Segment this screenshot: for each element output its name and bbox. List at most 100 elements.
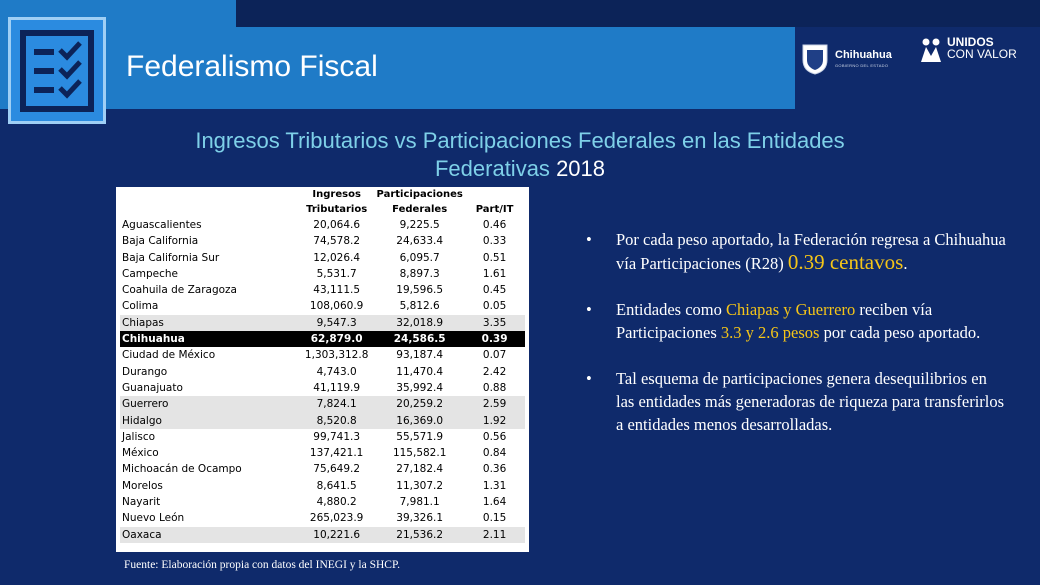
table-row: Baja California Sur 12,026.4 6,095.7 0.51 (120, 250, 525, 266)
cell-participaciones: 16,369.0 (375, 412, 465, 429)
cell-ingresos: 1,303,312.8 (304, 349, 369, 362)
cell-entity: Hidalgo (120, 412, 299, 429)
cell-ratio: 2.59 (464, 396, 525, 413)
cell-ingresos: 4,880.2 (316, 496, 357, 509)
table-row: Jalisco 99,741.3 55,571.9 0.56 (120, 429, 525, 445)
cell-participaciones: 35,992.4 (396, 381, 444, 394)
table-row: Chihuahua 62,879.0 24,586.5 0.39 (120, 331, 525, 348)
cell-ratio: 0.33 (482, 235, 507, 248)
cell-ingresos: 7,824.1 (298, 396, 376, 413)
header-ingresos: Ingresos Tributarios (306, 189, 368, 215)
cell-ingresos: 99,741.3 (313, 430, 361, 443)
table-row: Aguascalientes 20,064.6 9,225.5 0.46 (120, 217, 525, 233)
cell-entity: Guanajuato (122, 381, 183, 394)
cell-participaciones: 24,633.4 (396, 235, 444, 248)
table-row: Nuevo León 265,023.9 39,326.1 0.15 (120, 510, 525, 526)
slide-subtitle: Ingresos Tributarios vs Participaciones … (100, 127, 940, 183)
cell-ratio: 1.31 (482, 479, 507, 492)
table-row: Chiapas 9,547.3 32,018.9 3.35 (120, 314, 525, 332)
bullet-item: • Entidades como Chiapas y Guerrero reci… (586, 300, 981, 342)
cell-participaciones: 20,259.2 (375, 396, 465, 413)
table-row: Colima 108,060.9 5,812.6 0.05 (120, 298, 525, 314)
bullet2-values: 3.3 y 2.6 pesos (720, 323, 820, 342)
cell-ingresos: 8,641.5 (316, 479, 357, 492)
cell-entity: Chihuahua (120, 331, 299, 348)
cell-ratio: 0.07 (482, 349, 507, 362)
chihuahua-logo-tagline: GOBIERNO DEL ESTADO (835, 63, 889, 68)
cell-ratio: 1.61 (482, 267, 507, 280)
cell-entity: Coahuila de Zaragoza (122, 284, 237, 297)
cell-participaciones: 39,326.1 (396, 512, 444, 525)
cell-ratio: 0.15 (482, 512, 507, 525)
cell-entity: Nayarit (122, 496, 161, 509)
cell-ratio: 0.84 (482, 447, 507, 460)
cell-entity: Morelos (122, 479, 163, 492)
cell-entity: Chiapas (120, 314, 299, 332)
table-row: Ciudad de México 1,303,312.8 93,187.4 0.07 (120, 347, 525, 363)
cell-participaciones: 93,187.4 (396, 349, 444, 362)
table-row: Hidalgo 8,520.8 16,369.0 1.92 (120, 412, 525, 429)
cell-entity: Durango (122, 365, 168, 378)
cell-entity: Jalisco (122, 430, 156, 443)
bullet1-value: 0.39 centavos (787, 250, 904, 274)
table-row: Nayarit 4,880.2 7,981.1 1.64 (120, 494, 525, 510)
header-participaciones: Participaciones Federales (376, 189, 463, 215)
bullet2-pre: Entidades como (616, 300, 722, 319)
bullet2-end: por cada peso aportado. (823, 323, 981, 342)
cell-entity: Michoacán de Ocampo (122, 463, 242, 476)
cell-ingresos: 43,111.5 (313, 284, 361, 297)
cell-ingresos: 5,531.7 (316, 267, 357, 280)
table-row: Morelos 8,641.5 11,307.2 1.31 (120, 478, 525, 494)
bullet-item: • Tal esquema de participaciones genera … (586, 369, 1005, 434)
cell-ratio: 2.11 (464, 526, 525, 543)
cell-ratio: 0.88 (482, 381, 507, 394)
table-row: Baja California 74,578.2 24,633.4 0.33 (120, 233, 525, 249)
cell-ratio: 2.42 (482, 365, 507, 378)
chihuahua-logo: Chihuahua GOBIERNO DEL ESTADO (800, 34, 910, 84)
cell-ratio: 0.56 (482, 430, 507, 443)
table-row: Oaxaca 10,221.6 21,536.2 2.11 (120, 526, 525, 543)
cell-ingresos: 41,119.9 (313, 381, 361, 394)
page-title: Federalismo Fiscal (126, 50, 378, 83)
cell-entity: México (122, 447, 159, 460)
subtitle-line1: Ingresos Tributarios vs Participaciones … (195, 128, 845, 153)
bullet3-text: Tal esquema de participaciones genera de… (616, 369, 1005, 434)
chihuahua-logo-name: Chihuahua (835, 49, 892, 61)
bullet-list: • Por cada peso aportado, la Federación … (586, 228, 1006, 459)
cell-ratio: 0.51 (482, 251, 507, 264)
cell-ingresos: 108,060.9 (309, 300, 364, 313)
cell-ingresos: 9,547.3 (298, 314, 376, 332)
cell-ingresos: 8,520.8 (298, 412, 376, 429)
cell-participaciones: 6,095.7 (399, 251, 440, 264)
table-row: México 137,421.1 115,582.1 0.84 (120, 445, 525, 461)
cell-ratio: 3.35 (464, 314, 525, 332)
cell-ingresos: 10,221.6 (298, 526, 376, 543)
table-row: Coahuila de Zaragoza 43,111.5 19,596.5 0.45 (120, 282, 525, 298)
bullet2-mid: reciben vía Participaciones (616, 300, 933, 342)
table-row: Michoacán de Ocampo 75,649.2 27,182.4 0.36 (120, 461, 525, 477)
cell-participaciones: 21,536.2 (375, 526, 465, 543)
cell-ingresos: 137,421.1 (309, 447, 364, 460)
cell-participaciones: 7,981.1 (399, 496, 440, 509)
cell-ratio: 0.45 (482, 284, 507, 297)
cell-ratio: 0.36 (482, 463, 507, 476)
data-table: Ingresos Tributarios Participaciones Feder… (116, 187, 529, 552)
cell-ingresos: 265,023.9 (309, 512, 364, 525)
cell-participaciones: 11,307.2 (396, 479, 444, 492)
cell-participaciones: 24,586.5 (375, 331, 465, 348)
cell-entity: Ciudad de México (122, 349, 216, 362)
unidos-logo-line1: UNIDOS (947, 35, 994, 49)
bullet2-states: Chiapas y Guerrero (725, 300, 856, 319)
header-band (0, 27, 795, 109)
unidos-con-valor-logo: UNIDOS CON VALOR (918, 36, 1028, 86)
cell-ingresos: 62,879.0 (298, 331, 376, 348)
cell-ingresos: 12,026.4 (313, 251, 361, 264)
table-row: Campeche 5,531.7 8,897.3 1.61 (120, 266, 525, 282)
subtitle-line2: Federativas (434, 156, 550, 181)
cell-participaciones: 55,571.9 (396, 430, 444, 443)
figures-icon (921, 38, 941, 62)
cell-ratio: 0.39 (464, 331, 525, 348)
cell-participaciones: 19,596.5 (396, 284, 444, 297)
bullet1-text: Por cada peso aportado, la Federación re… (616, 230, 1006, 273)
cell-entity: Oaxaca (120, 526, 299, 543)
